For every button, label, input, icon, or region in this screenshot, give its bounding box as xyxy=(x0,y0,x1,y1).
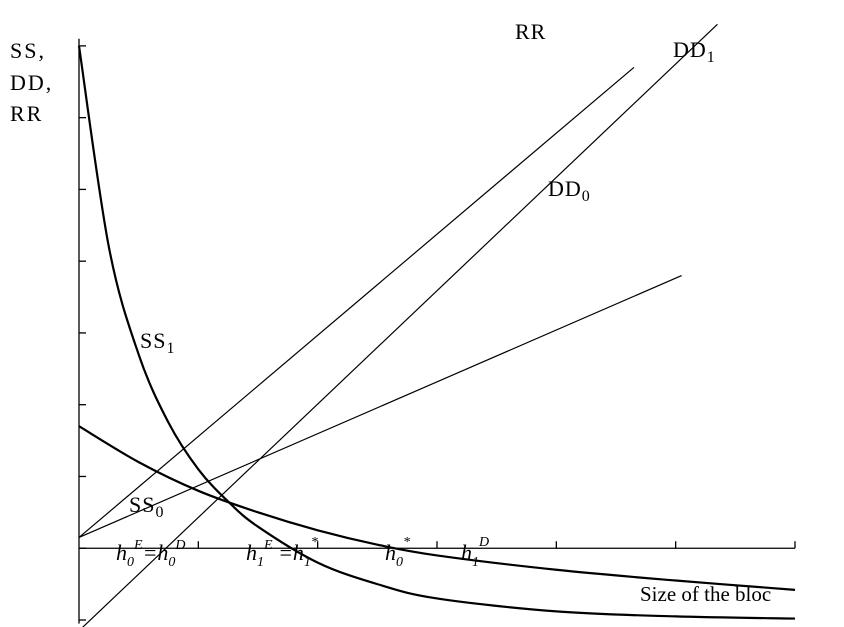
series-ss1-curve xyxy=(77,45,796,620)
curve-label-rr-main: RR xyxy=(515,19,546,44)
curve-label-dd1: DD1 xyxy=(673,37,716,66)
x-axis-label: Size of the bloc xyxy=(640,582,771,606)
x-tick-label-h0E: h0E=h0D xyxy=(116,538,186,570)
x-tick-label-h0star-main: h xyxy=(385,540,396,565)
x-tick-label-h0E-sub: 0 xyxy=(127,555,134,570)
curve-label-ss0-main: SS xyxy=(129,492,155,517)
x-tick-label-h1star-sup: * xyxy=(311,535,318,550)
curves xyxy=(77,23,796,627)
x-tick-label-h1D-sup: D xyxy=(478,535,489,550)
x-tick-label-h1D-main: h xyxy=(461,540,472,565)
y-axis-label-line-2: DD, xyxy=(10,70,53,95)
x-tick-label-h1E: h1E =h1* xyxy=(246,535,318,570)
curve-label-dd0-main: DD xyxy=(548,176,582,201)
x-tick-label-h0star-sub: 0 xyxy=(396,555,403,570)
curve-label-dd0-sub: 0 xyxy=(582,188,591,205)
curve-label-ss1-sub: 1 xyxy=(166,340,175,357)
curve-label-dd1-main: DD xyxy=(673,37,707,62)
x-tick-label-h1E-sup: E xyxy=(263,538,273,553)
curve-label-ss0: SS0 xyxy=(129,492,164,521)
curve-label-dd1-sub: 1 xyxy=(707,49,716,66)
curve-label-rr: RR xyxy=(515,19,546,44)
curve-label-dd0: DD0 xyxy=(548,176,591,205)
axes xyxy=(78,38,795,624)
series-dd0-curve xyxy=(78,274,682,539)
x-tick-label-h0D-sub: 0 xyxy=(168,555,175,570)
x-tick-label-h0star: h0* xyxy=(385,535,410,570)
series-rr-curve xyxy=(82,23,718,627)
x-tick-label-h0D-sup: D xyxy=(174,538,185,553)
series-ss0-curve xyxy=(78,425,796,591)
x-tick-label-h0star-sup: * xyxy=(403,535,410,550)
x-tick-label-h1E-eq: =h xyxy=(273,540,304,565)
x-tick-label-h1E-sub: 1 xyxy=(257,555,264,570)
y-axis-label-line-1: SS, xyxy=(10,38,46,63)
curve-label-ss1-main: SS xyxy=(140,328,166,353)
series-dd1-curve xyxy=(78,66,635,538)
x-tick-label-h1E-main: h xyxy=(246,540,257,565)
x-tick-label-h0E-sup: E xyxy=(133,538,143,553)
y-axis-label-line-3: RR xyxy=(10,101,43,126)
x-tick-label-h1star-sub: 1 xyxy=(304,555,311,570)
tick-marks xyxy=(79,45,796,621)
curve-label-ss0-sub: 0 xyxy=(155,504,164,521)
x-tick-label-h1D-sub: 1 xyxy=(472,555,479,570)
x-tick-label-h0E-main: h xyxy=(116,540,127,565)
curve-label-ss1: SS1 xyxy=(140,328,175,357)
x-tick-label-h0E-eq: =h xyxy=(143,540,169,565)
x-tick-label-h1D: h1 D xyxy=(461,535,489,570)
